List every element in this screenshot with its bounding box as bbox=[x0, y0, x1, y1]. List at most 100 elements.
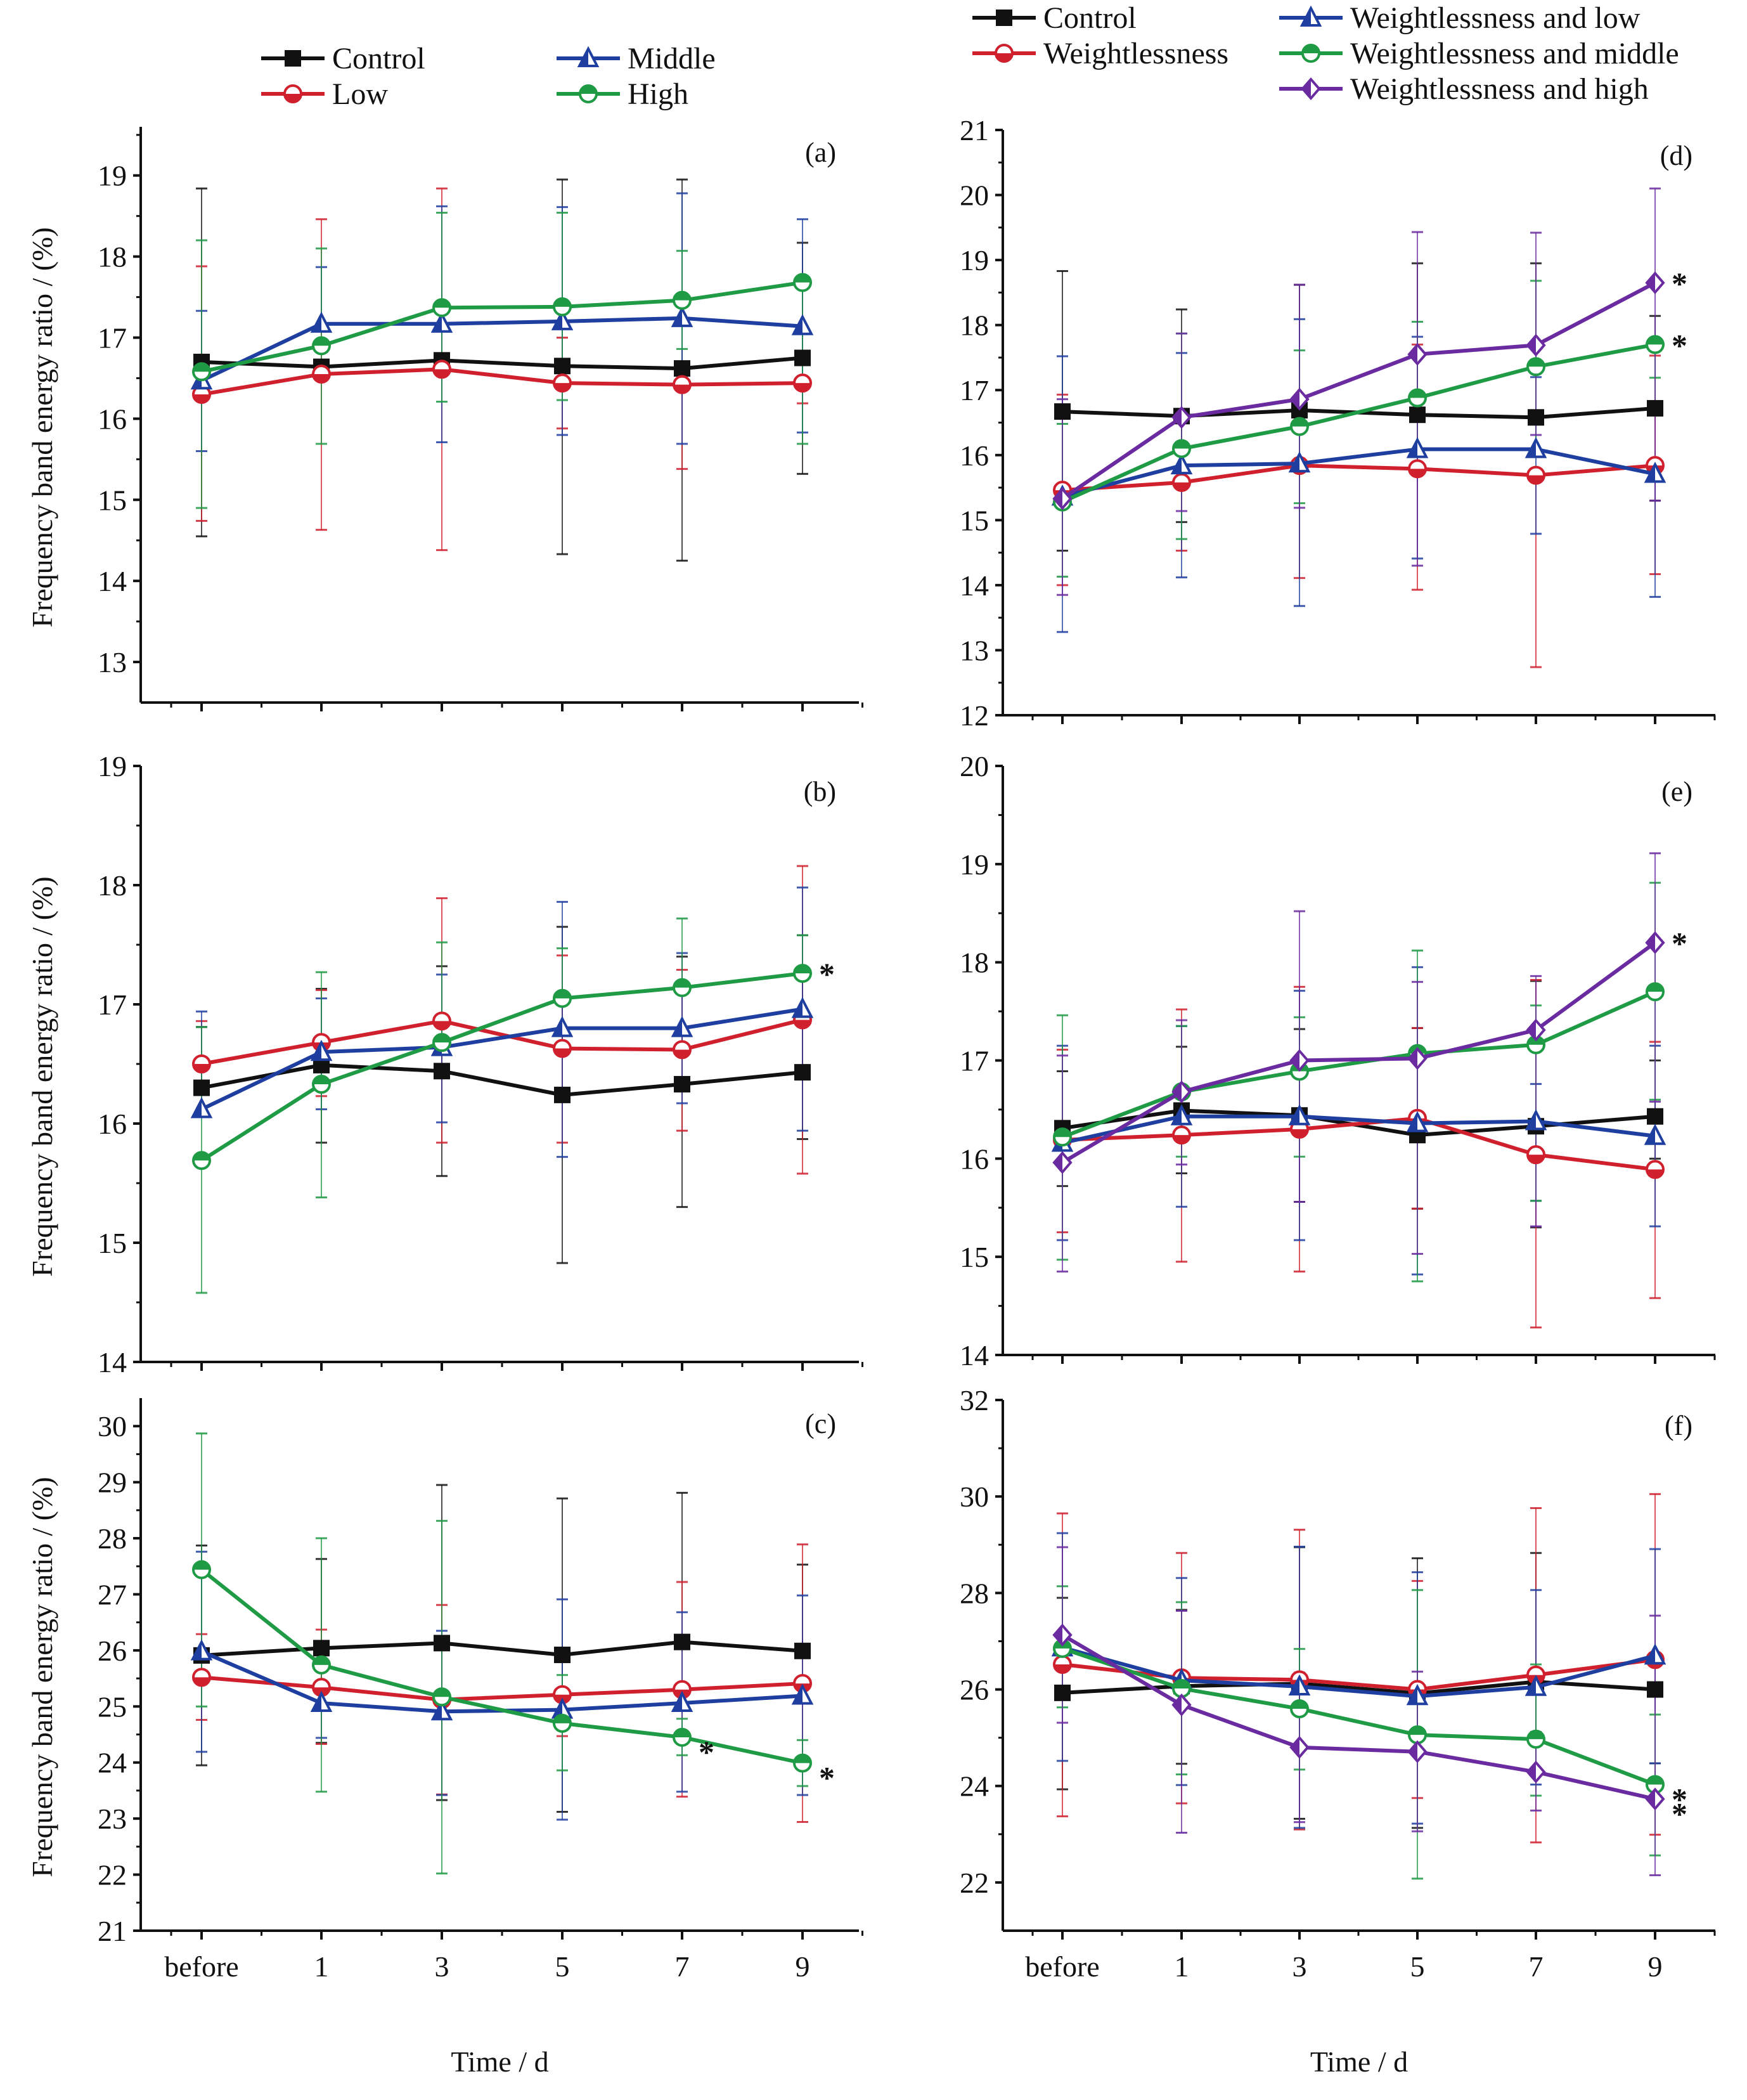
y-tick-label: 13 bbox=[960, 634, 989, 666]
data-point bbox=[674, 360, 690, 377]
error-bars-high bbox=[196, 1432, 808, 1875]
data-point bbox=[1407, 1047, 1428, 1070]
y-tick-label: 17 bbox=[960, 1045, 989, 1077]
legend-marker-icon bbox=[1301, 77, 1321, 101]
legend-label: Low bbox=[332, 77, 388, 111]
series-line bbox=[200, 1649, 803, 1714]
significance-marker: * bbox=[1672, 266, 1687, 301]
data-point bbox=[1647, 399, 1663, 417]
legend-item-weightlessness-and-high: Weightlessness and high bbox=[1279, 72, 1649, 106]
data-point bbox=[1644, 1124, 1666, 1145]
data-point bbox=[1053, 1127, 1072, 1147]
legend-item-control: Control bbox=[261, 42, 425, 75]
y-tick-label: 27 bbox=[98, 1578, 127, 1611]
data-point bbox=[432, 1011, 451, 1031]
error-bars-control bbox=[196, 178, 808, 562]
data-point bbox=[1525, 1109, 1547, 1131]
data-point bbox=[553, 373, 572, 393]
legend-item-control: Control bbox=[972, 1, 1137, 35]
legend-marker-icon bbox=[283, 84, 302, 103]
panel-label: (b) bbox=[804, 776, 836, 807]
series-line bbox=[1062, 1647, 1656, 1787]
y-tick-label: 16 bbox=[98, 1108, 127, 1140]
data-point bbox=[673, 1727, 692, 1747]
x-tick-label: before bbox=[164, 1950, 238, 1983]
data-point bbox=[1644, 462, 1666, 483]
y-tick-label: 16 bbox=[98, 403, 127, 435]
data-point bbox=[1526, 465, 1545, 485]
series-control bbox=[193, 1056, 811, 1103]
data-point bbox=[310, 311, 333, 333]
data-point bbox=[551, 309, 574, 330]
x-tick-label: 5 bbox=[1410, 1950, 1425, 1983]
data-point bbox=[793, 273, 812, 292]
series-low bbox=[192, 360, 812, 405]
data-point bbox=[793, 373, 812, 393]
data-point bbox=[193, 1079, 210, 1096]
data-point bbox=[430, 311, 453, 333]
series-line bbox=[1062, 463, 1656, 493]
series-line bbox=[201, 1063, 803, 1097]
data-point bbox=[310, 1690, 333, 1713]
panel-a: 13 14 15 16 17 18 19 Frequency band energy rati… bbox=[26, 127, 863, 711]
data-point bbox=[1406, 1683, 1429, 1706]
data-point bbox=[793, 964, 812, 983]
series-low bbox=[192, 1010, 812, 1073]
legend-label: Weightlessness bbox=[1043, 37, 1228, 70]
y-tick-label: 15 bbox=[98, 1227, 127, 1259]
data-point bbox=[190, 1097, 213, 1118]
significance-marker: * bbox=[819, 1760, 835, 1796]
data-point bbox=[190, 1639, 213, 1661]
y-tick-label: 30 bbox=[98, 1410, 127, 1442]
series-line bbox=[1061, 342, 1656, 504]
data-point bbox=[1406, 1111, 1429, 1132]
series-line bbox=[1062, 1645, 1656, 1699]
series-line bbox=[1061, 941, 1656, 1165]
significance-marker: * bbox=[1672, 1781, 1687, 1817]
y-tick-label: 13 bbox=[98, 646, 127, 678]
data-point bbox=[1052, 487, 1073, 510]
data-point bbox=[791, 1683, 814, 1705]
x-tick-label: 3 bbox=[435, 1950, 449, 1983]
data-point bbox=[553, 988, 572, 1008]
data-point bbox=[434, 1635, 450, 1652]
data-point bbox=[1645, 271, 1665, 295]
data-point bbox=[1052, 1151, 1073, 1174]
legend-marker-icon bbox=[1301, 44, 1320, 63]
panel-f: 22 24 26 28 30 32 before 1 3 5 7 9 Time / d (f) ** bbox=[960, 1384, 1716, 2078]
series-weightlessness-and-low bbox=[1051, 437, 1666, 506]
series-line bbox=[1062, 1116, 1656, 1172]
y-axis-title: Frequency band energy ratio / (%) bbox=[26, 227, 58, 627]
series-line bbox=[200, 971, 803, 1162]
y-tick-label: 22 bbox=[960, 1867, 989, 1899]
y-tick-label: 19 bbox=[98, 160, 127, 192]
data-point bbox=[1647, 1108, 1663, 1125]
data-point bbox=[1171, 406, 1192, 429]
data-point bbox=[1406, 437, 1429, 458]
data-point bbox=[312, 336, 331, 356]
data-point bbox=[1289, 1735, 1310, 1759]
panel-e: 14 15 16 17 18 19 20 (e) * bbox=[960, 750, 1716, 1371]
data-point bbox=[1170, 1104, 1193, 1125]
error-bars-control bbox=[196, 926, 808, 1264]
series-middle bbox=[190, 306, 814, 390]
data-point bbox=[1170, 453, 1193, 475]
y-tick-label: 18 bbox=[960, 309, 989, 342]
error-bars-weightlessness-and-middle bbox=[1057, 1585, 1661, 1880]
y-tick-label: 21 bbox=[98, 1915, 127, 1947]
data-point bbox=[1646, 335, 1665, 354]
x-axis-title: Time / d bbox=[1310, 2045, 1408, 2078]
y-tick-label: 28 bbox=[98, 1522, 127, 1555]
panel-label: (d) bbox=[1660, 140, 1692, 171]
legend-label: High bbox=[628, 77, 688, 111]
data-point bbox=[794, 349, 811, 366]
series-line bbox=[201, 367, 803, 396]
data-point bbox=[553, 1713, 572, 1733]
data-point bbox=[192, 1560, 211, 1579]
y-tick-label: 15 bbox=[98, 484, 127, 516]
data-point bbox=[192, 362, 211, 382]
data-point bbox=[1646, 1160, 1665, 1179]
error-bars-control bbox=[1057, 262, 1661, 552]
series-line bbox=[200, 1568, 803, 1765]
data-point bbox=[1171, 1693, 1192, 1716]
